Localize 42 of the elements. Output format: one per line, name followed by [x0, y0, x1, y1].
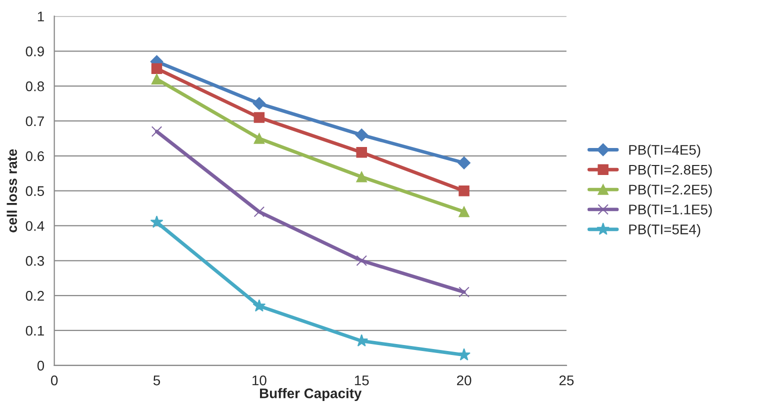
x-axis-title: Buffer Capacity: [260, 388, 362, 402]
y-tick-label: 0.1: [26, 326, 44, 336]
point: [254, 112, 265, 123]
legend-label: PB(TI=1.1E5): [629, 204, 712, 218]
point: [356, 171, 367, 182]
legend-label: PB(TI=5E4): [629, 224, 700, 238]
point: [355, 128, 368, 142]
y-tick-label: 0.8: [26, 81, 44, 92]
y-tick-label: 0.3: [26, 256, 44, 266]
y-tick-label: 0.4: [26, 221, 44, 231]
point: [151, 126, 162, 137]
x-tick-label: 0: [51, 375, 58, 386]
point: [356, 147, 367, 158]
x-tick-label: 25: [559, 375, 574, 386]
x-tick-label: 20: [457, 375, 472, 386]
point: [458, 206, 470, 218]
y-tick-label: 0.5: [26, 186, 44, 196]
point: [356, 255, 367, 266]
point: [458, 185, 470, 196]
x-tick-label: 15: [354, 376, 369, 386]
point: [458, 156, 470, 170]
y-tick-label: 0.7: [26, 116, 44, 126]
point: [150, 215, 164, 228]
y-tick-label: 0.6: [26, 151, 44, 162]
point: [458, 286, 470, 298]
point: [254, 133, 265, 144]
x-tick-label: 5: [153, 376, 160, 386]
point: [252, 97, 266, 110]
point: [458, 348, 471, 360]
legend-label: PB(TI=2.8E5): [629, 164, 712, 178]
y-tick-label: 0.9: [26, 46, 44, 56]
x-tick-label: 10: [252, 375, 266, 386]
y-tick-label: 0.2: [26, 290, 44, 301]
y-tick-label: 1: [38, 12, 44, 22]
point: [151, 63, 162, 74]
point: [254, 206, 265, 218]
y-tick-label: 0: [37, 360, 44, 371]
legend-label: PB(TI=4E5): [629, 144, 700, 158]
y-axis-title: cell loss rate: [6, 149, 17, 232]
point: [151, 74, 162, 84]
legend-label: PB(TI=2.2E5): [629, 184, 712, 198]
point: [252, 299, 266, 312]
